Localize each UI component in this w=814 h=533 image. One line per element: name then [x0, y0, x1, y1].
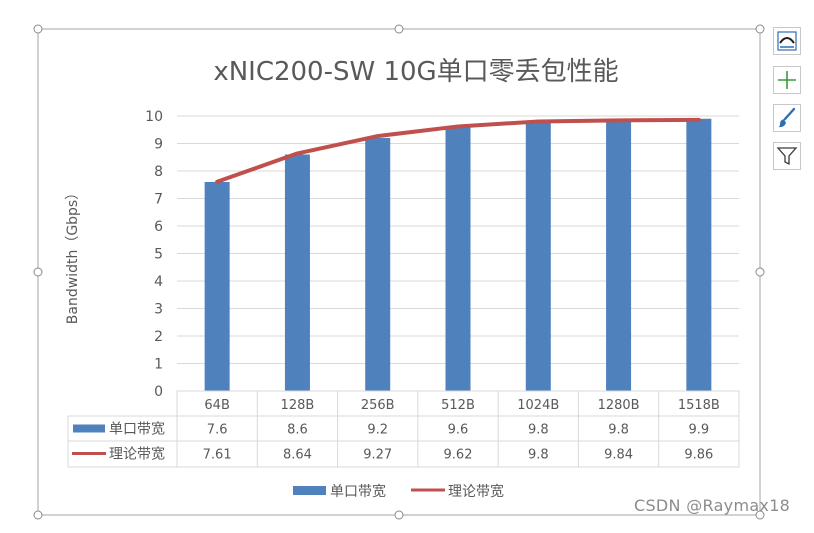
y-tick-label: 6	[154, 219, 163, 235]
table-cell-value: 9.8	[528, 423, 549, 438]
y-tick-label: 0	[154, 384, 163, 400]
plus-icon	[778, 71, 796, 89]
x-tick-label: 128B	[281, 398, 315, 413]
y-tick-label: 4	[154, 274, 163, 290]
table-cell-value: 9.62	[444, 448, 473, 463]
resize-handle[interactable]	[755, 510, 765, 520]
table-series-name: 理论带宽	[109, 446, 165, 463]
y-axis-label: Bandwidth（Gbps）	[65, 186, 81, 324]
table-cell-value: 8.6	[287, 423, 308, 438]
resize-handle[interactable]	[33, 510, 43, 520]
resize-handle[interactable]	[33, 24, 43, 34]
y-tick-label: 10	[145, 109, 163, 125]
filter-icon	[776, 147, 798, 166]
x-tick-label: 256B	[361, 398, 395, 413]
chart-elements-button[interactable]	[773, 27, 801, 55]
resize-handle[interactable]	[33, 267, 43, 277]
resize-handle[interactable]	[394, 24, 404, 34]
x-tick-label: 1518B	[678, 398, 720, 413]
table-series-name: 单口带宽	[109, 421, 165, 438]
chart-elements-icon	[777, 31, 797, 51]
chart-styles-button[interactable]	[773, 104, 801, 132]
chart-title: xNIC200-SW 10G单口零丢包性能	[213, 57, 618, 87]
chart-selection-frame	[37, 28, 761, 516]
table-cell-value: 7.61	[203, 448, 232, 463]
resize-handle[interactable]	[394, 510, 404, 520]
resize-handle[interactable]	[755, 24, 765, 34]
bar-64B	[204, 182, 230, 391]
table-cell-value: 9.2	[367, 423, 388, 438]
bar-256B	[365, 138, 391, 391]
bar-128B	[284, 154, 310, 391]
legend: 单口带宽 理论带宽	[293, 483, 504, 500]
legend-key-bar	[293, 486, 326, 495]
table-cell-value: 9.84	[604, 448, 633, 463]
paintbrush-icon	[778, 107, 796, 128]
y-tick-label: 3	[154, 302, 163, 318]
y-tick-label: 7	[154, 192, 163, 208]
table-cell-value: 9.8	[528, 448, 549, 463]
x-tick-label: 1280B	[598, 398, 640, 413]
line-series-theoretical	[215, 117, 701, 184]
bar-512B	[445, 127, 471, 391]
table-legend-key-bar	[73, 424, 105, 433]
add-element-button[interactable]	[773, 66, 801, 94]
resize-handle[interactable]	[755, 267, 765, 277]
y-tick-label: 1	[154, 357, 163, 373]
y-tick-label: 5	[154, 247, 163, 263]
x-tick-label: 512B	[441, 398, 475, 413]
table-cell-value: 9.86	[684, 448, 713, 463]
y-tick-label: 8	[154, 164, 163, 180]
table-cell-value: 7.6	[207, 423, 228, 438]
table-cell-value: 9.9	[689, 423, 710, 438]
y-tick-label: 9	[154, 137, 163, 153]
table-cell-value: 9.6	[448, 423, 469, 438]
watermark-text: CSDN @Raymax18	[634, 496, 791, 515]
table-cell-value: 9.8	[608, 423, 629, 438]
bar-1280B	[606, 121, 632, 391]
legend-label: 单口带宽	[330, 483, 386, 500]
bar-1518B	[686, 118, 712, 391]
x-tick-label: 64B	[204, 398, 229, 413]
table-cell-value: 9.27	[363, 448, 392, 463]
y-tick-label: 2	[154, 329, 163, 345]
x-tick-label: 1024B	[517, 398, 559, 413]
table-cell-value: 8.64	[283, 448, 312, 463]
chart-filters-button[interactable]	[773, 142, 801, 170]
legend-label: 理论带宽	[448, 483, 504, 500]
bar-1024B	[525, 121, 551, 391]
